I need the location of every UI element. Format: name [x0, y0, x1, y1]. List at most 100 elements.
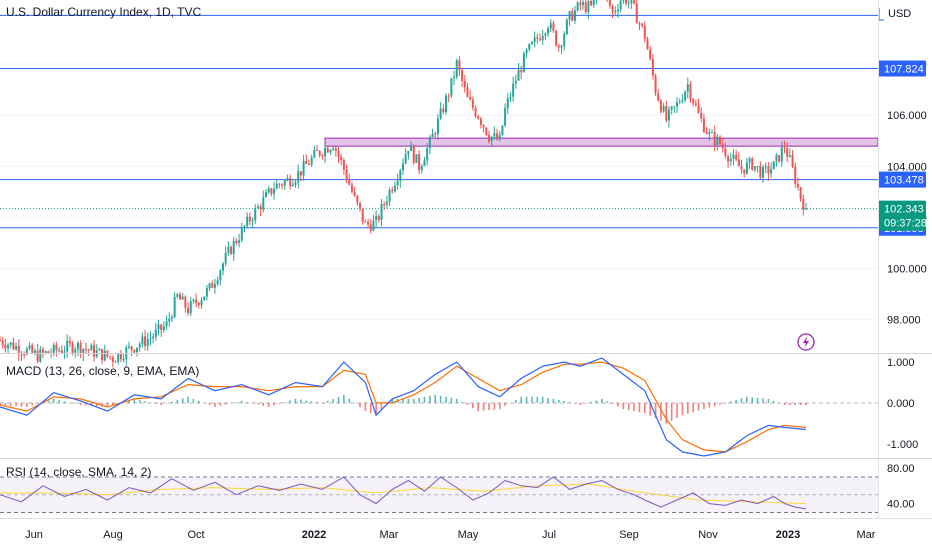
candle-body	[576, 2, 579, 11]
candle-body	[305, 160, 308, 165]
candle-body	[549, 23, 552, 29]
candle-body	[805, 208, 807, 210]
macd-hist-bar	[251, 402, 254, 404]
macd-histogram	[0, 394, 807, 424]
macd-hist-bar	[391, 398, 394, 403]
candle-body	[109, 356, 112, 358]
candle-body	[428, 136, 431, 149]
macd-hist-bar	[574, 402, 576, 404]
macd-hist-bar	[498, 402, 501, 410]
macd-hist-bar	[778, 402, 780, 404]
candle-body	[377, 215, 380, 220]
countdown-label: 09:37:28	[884, 218, 927, 230]
macd-hist-bar	[525, 396, 528, 403]
lightning-icon[interactable]	[797, 333, 815, 351]
macd-indicator-label[interactable]: MACD (13, 26, close, 9, EMA, EMA)	[6, 364, 199, 378]
candle-body	[76, 342, 79, 350]
macd-hist-bar	[767, 398, 770, 403]
macd-hist-bar	[455, 398, 458, 403]
rsi-band	[0, 476, 878, 513]
candle-body	[281, 184, 284, 186]
candle-body	[117, 353, 120, 362]
candle-body	[565, 19, 568, 34]
candle-body	[700, 113, 703, 119]
candle-body	[160, 324, 163, 330]
time-axis[interactable]: Jun Aug Oct 2022 Mar May Jul Sep Nov 2023 Mar	[0, 518, 932, 542]
rsi-sma-line	[0, 483, 807, 505]
rsi-indicator-label[interactable]: RSI (14, close, SMA, 14, 2)	[6, 465, 151, 479]
rsi-pane[interactable]: RSI (14, close, SMA, 14, 2) 80.00 40.00	[0, 463, 915, 513]
candle-body	[246, 216, 249, 227]
macd-hist-bar	[181, 398, 184, 403]
candle-body	[780, 147, 783, 162]
candle-body	[25, 348, 28, 355]
chart-title: U.S. Dollar Currency Index, 1D, TVC	[6, 5, 202, 19]
candle-body	[751, 158, 754, 170]
candle-body	[643, 25, 646, 39]
candle-body	[369, 224, 372, 231]
macd-hist-bar	[477, 402, 480, 412]
macd-hist-bar	[235, 402, 238, 403]
candle-body	[573, 10, 576, 21]
macd-hist-bar	[208, 402, 211, 405]
macd-hist-bar	[627, 402, 630, 411]
candle-body	[299, 171, 302, 176]
time-tick-label: Aug	[103, 529, 123, 541]
macd-hist-bar	[310, 401, 313, 403]
candle-body	[200, 300, 203, 306]
candle-body	[297, 171, 300, 183]
macd-hist-bar	[654, 402, 657, 419]
candle-body	[404, 154, 407, 164]
current-price-badge	[878, 200, 926, 231]
macd-hist-bar	[617, 402, 619, 407]
macd-hist-bar	[219, 402, 222, 406]
candle-body	[17, 345, 20, 355]
candle-body	[447, 95, 450, 97]
candle-body	[36, 350, 39, 362]
macd-hist-bar	[69, 402, 71, 404]
candle-body	[713, 132, 716, 146]
macd-hist-bar	[187, 396, 189, 403]
candle-body	[238, 240, 241, 243]
candle-body	[256, 206, 259, 208]
candle-body	[9, 342, 12, 345]
candle-body	[98, 348, 101, 351]
candle-body	[393, 185, 396, 192]
price-pane[interactable]: U.S. Dollar Currency Index, 1D, TVC	[0, 0, 879, 368]
candle-body	[318, 150, 321, 156]
macd-hist-bar	[192, 398, 195, 403]
macd-hist-bar	[751, 397, 754, 403]
candle-body	[367, 221, 370, 225]
candle-body	[434, 133, 437, 135]
price-pane-bg	[0, 0, 878, 353]
macd-pane[interactable]: MACD (13, 26, close, 9, EMA, EMA) 1.000 0…	[0, 357, 918, 457]
candle-body	[710, 132, 713, 134]
candle-body	[654, 75, 657, 94]
horizontal-levels[interactable]	[0, 14, 878, 229]
candle-body	[152, 336, 155, 339]
candle-body	[719, 136, 722, 144]
candle-body	[501, 125, 504, 135]
candle-body	[399, 170, 402, 181]
candle-body	[439, 108, 442, 119]
candle-body	[66, 340, 69, 352]
candle-body	[748, 158, 751, 163]
candle-body	[44, 351, 47, 353]
candle-body	[307, 164, 310, 166]
level-badge	[878, 60, 926, 77]
candle-body	[770, 169, 773, 174]
resistance-zone[interactable]	[324, 137, 879, 147]
candle-body	[187, 307, 190, 314]
macd-hist-bar	[611, 402, 614, 404]
macd-hist-bar	[493, 402, 496, 410]
candle-body	[7, 344, 10, 349]
level-badge	[878, 171, 926, 188]
macd-hist-bar	[52, 398, 55, 403]
candle-body	[504, 108, 507, 126]
candle-body	[544, 33, 547, 36]
candle-body	[469, 97, 472, 100]
candle-body	[324, 147, 327, 157]
candle-body	[552, 23, 555, 31]
macd-hist-bar	[149, 402, 152, 404]
